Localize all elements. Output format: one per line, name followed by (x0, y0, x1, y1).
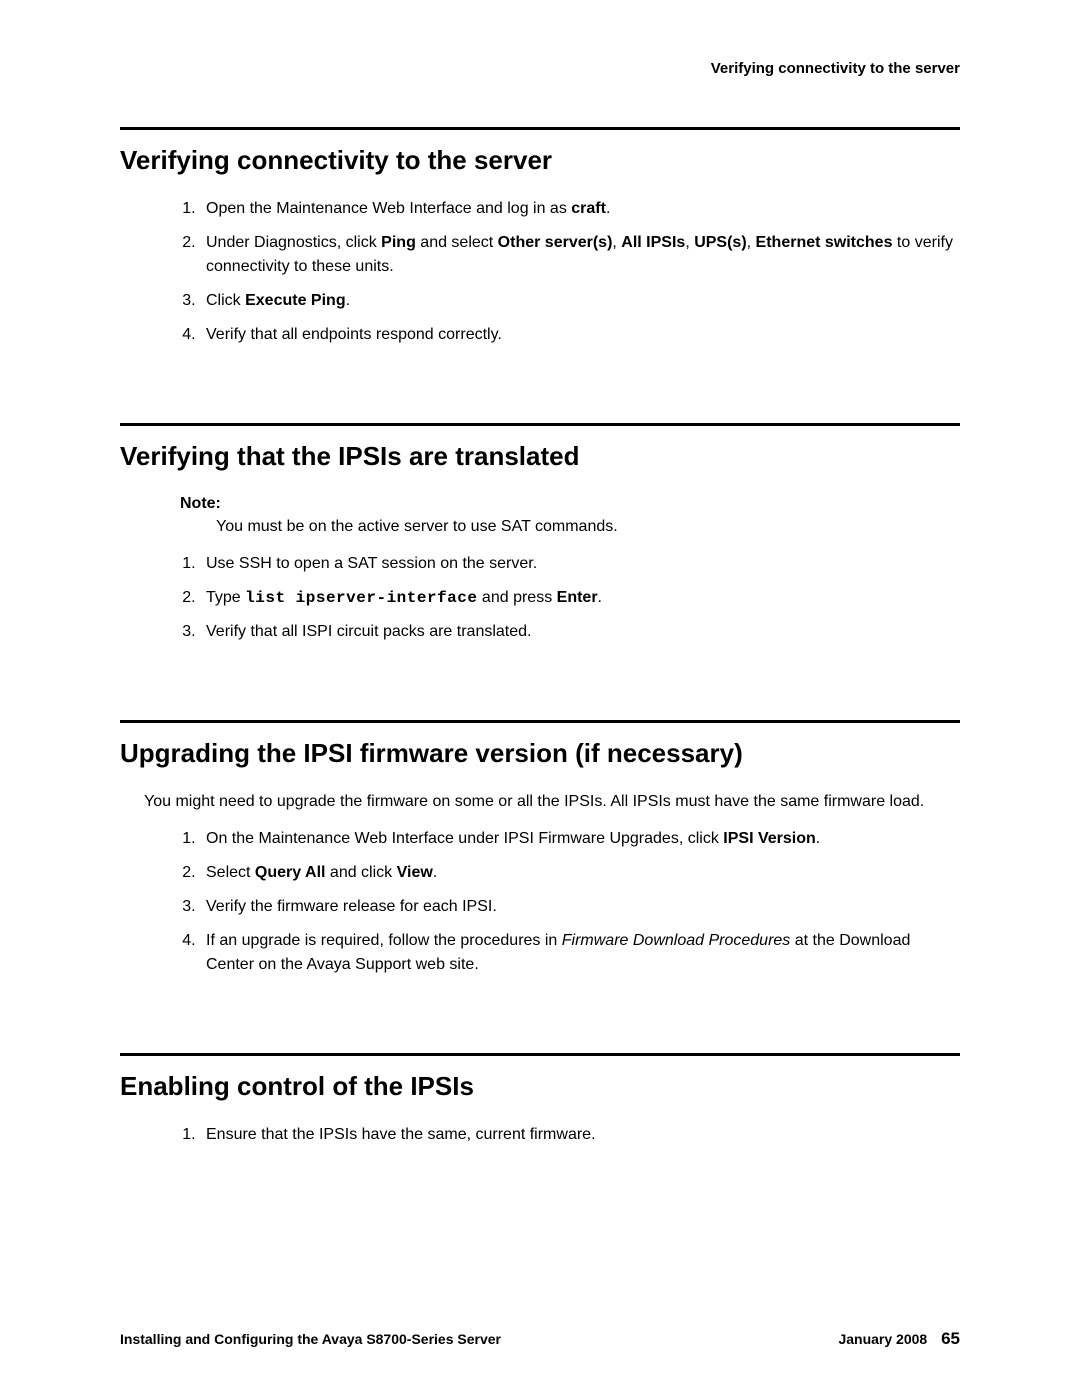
ui-term: Query All (255, 864, 326, 881)
footer-doc-title: Installing and Configuring the Avaya S87… (120, 1331, 501, 1347)
ordered-steps: On the Maintenance Web Interface under I… (180, 827, 960, 977)
ui-term: Enter (557, 589, 598, 606)
ui-term: Ping (381, 234, 416, 251)
step-text: Select (206, 864, 255, 881)
step-text: . (346, 292, 350, 309)
ui-term: craft (571, 200, 606, 217)
ui-term: IPSI Version (723, 830, 815, 847)
ui-term: View (397, 864, 433, 881)
step-text: and click (325, 864, 396, 881)
step-text: . (433, 864, 437, 881)
step-item: Verify that all ISPI circuit packs are t… (200, 620, 960, 644)
section-rule (120, 720, 960, 723)
step-item: Select Query All and click View. (200, 861, 960, 885)
step-text: , (747, 234, 756, 251)
step-item: Use SSH to open a SAT session on the ser… (200, 552, 960, 576)
running-head: Verifying connectivity to the server (120, 60, 960, 77)
section-enabling-control-ipsis: Enabling control of the IPSIs Ensure tha… (120, 1053, 960, 1147)
page-footer: Installing and Configuring the Avaya S87… (120, 1329, 960, 1349)
note-label: Note: (180, 492, 960, 515)
ui-term: Execute Ping (245, 292, 345, 309)
footer-page-number: 65 (941, 1329, 960, 1348)
step-item: Open the Maintenance Web Interface and l… (200, 197, 960, 221)
doc-reference: Firmware Download Procedures (562, 932, 791, 949)
step-item: Under Diagnostics, click Ping and select… (200, 231, 960, 279)
step-text: Ensure that the IPSIs have the same, cur… (206, 1126, 596, 1143)
section-rule (120, 423, 960, 426)
step-text: and select (416, 234, 498, 251)
section-title: Upgrading the IPSI firmware version (if … (120, 737, 960, 770)
step-text: Type (206, 589, 245, 606)
step-item: Type list ipserver-interface and press E… (200, 586, 960, 610)
ui-term: All IPSIs (621, 234, 685, 251)
section-title: Verifying that the IPSIs are translated (120, 440, 960, 473)
section-rule (120, 127, 960, 130)
step-item: Verify the firmware release for each IPS… (200, 895, 960, 919)
step-text: . (606, 200, 610, 217)
ordered-steps: Ensure that the IPSIs have the same, cur… (180, 1123, 960, 1147)
step-text: . (598, 589, 602, 606)
step-text: , (685, 234, 694, 251)
ui-term: Other server(s) (498, 234, 613, 251)
ui-term: UPS(s) (694, 234, 746, 251)
section-rule (120, 1053, 960, 1056)
note-block: Note: You must be on the active server t… (180, 492, 960, 538)
step-item: Verify that all endpoints respond correc… (200, 323, 960, 347)
step-text: Click (206, 292, 245, 309)
step-text: Use SSH to open a SAT session on the ser… (206, 555, 537, 572)
step-text: Verify that all endpoints respond correc… (206, 326, 502, 343)
step-text: Verify that all ISPI circuit packs are t… (206, 623, 531, 640)
intro-paragraph: You might need to upgrade the firmware o… (144, 790, 960, 813)
step-text: and press (477, 589, 556, 606)
step-text: . (816, 830, 820, 847)
step-text: Verify the firmware release for each IPS… (206, 898, 497, 915)
section-title: Enabling control of the IPSIs (120, 1070, 960, 1103)
section-title: Verifying connectivity to the server (120, 144, 960, 177)
command-text: list ipserver-interface (245, 589, 477, 607)
note-text: You must be on the active server to use … (216, 515, 960, 538)
section-upgrading-ipsi-firmware: Upgrading the IPSI firmware version (if … (120, 720, 960, 977)
ordered-steps: Open the Maintenance Web Interface and l… (180, 197, 960, 347)
step-text: On the Maintenance Web Interface under I… (206, 830, 723, 847)
ordered-steps: Use SSH to open a SAT session on the ser… (180, 552, 960, 644)
step-item: Click Execute Ping. (200, 289, 960, 313)
ui-term: Ethernet switches (756, 234, 893, 251)
step-text: Under Diagnostics, click (206, 234, 381, 251)
footer-right: January 2008 65 (838, 1329, 960, 1349)
section-verifying-ipsis-translated: Verifying that the IPSIs are translated … (120, 423, 960, 645)
step-text: Open the Maintenance Web Interface and l… (206, 200, 571, 217)
step-item: If an upgrade is required, follow the pr… (200, 929, 960, 977)
step-item: Ensure that the IPSIs have the same, cur… (200, 1123, 960, 1147)
step-text: , (612, 234, 621, 251)
document-page: Verifying connectivity to the server Ver… (0, 0, 1080, 1397)
step-text: If an upgrade is required, follow the pr… (206, 932, 562, 949)
footer-date: January 2008 (838, 1331, 927, 1347)
step-item: On the Maintenance Web Interface under I… (200, 827, 960, 851)
section-verifying-connectivity: Verifying connectivity to the server Ope… (120, 127, 960, 347)
